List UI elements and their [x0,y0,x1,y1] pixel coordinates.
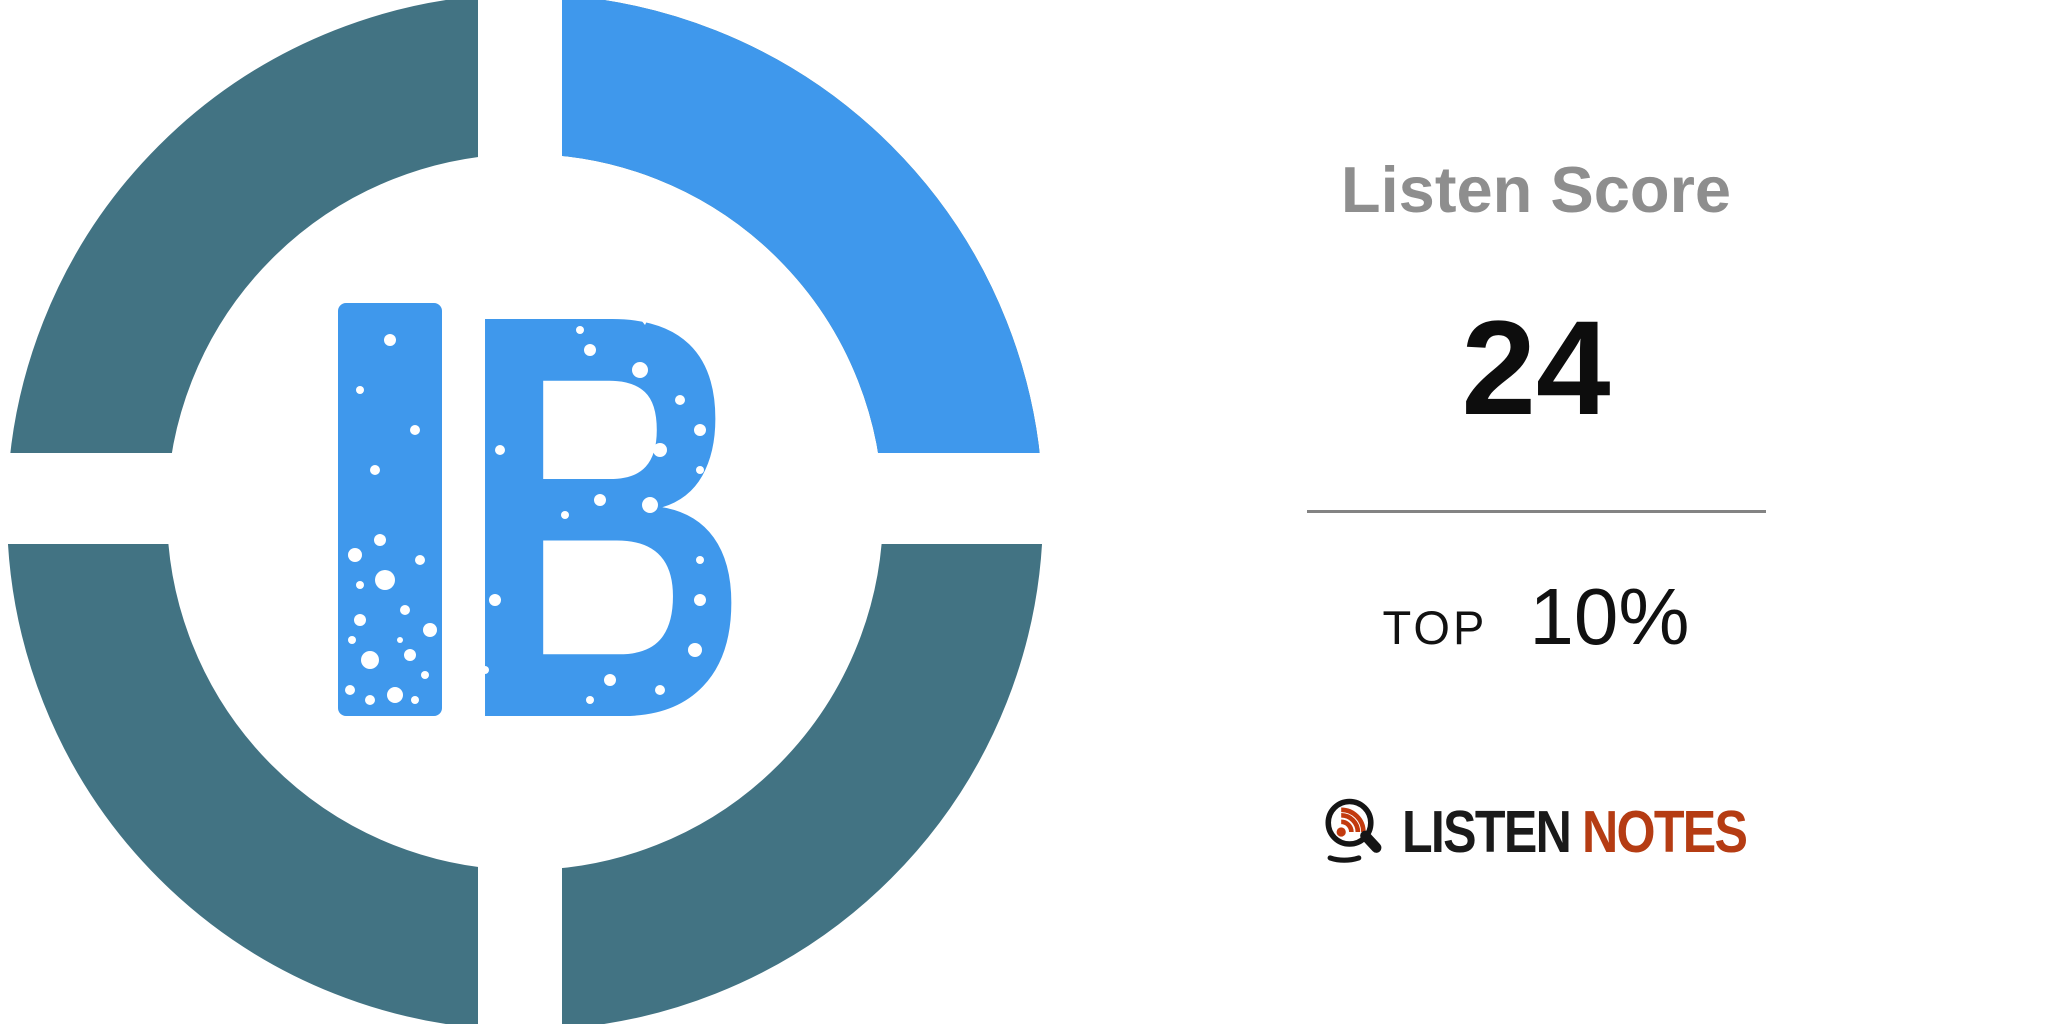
ring-gap-bottom [478,814,562,1024]
score-divider [1307,510,1766,513]
brand-word-notes: NOTES [1582,799,1748,865]
listen-notes-logo[interactable]: LISTEN NOTES [1402,795,1748,869]
brand-word-listen: LISTEN [1402,799,1572,865]
ring-gaps [0,0,1050,1024]
artwork-letter-b: B [458,193,750,838]
magnifier-glyph [1325,798,1382,863]
ring-gap-right [836,453,1050,544]
rank-row: TOP 10% [1024,577,2048,657]
letter-stencil-bar [338,303,442,716]
magnifier-rss-icon[interactable] [1319,795,1393,869]
listen-score-value: 24 [1461,294,1611,443]
rank-top-label: TOP [1382,601,1488,654]
listen-score-title: Listen Score [1340,153,1732,226]
rank-percent-value: 10% [1529,572,1690,661]
artwork-letter-group: B [338,193,750,839]
grunge-speckles [345,295,706,705]
artwork-ring-blue-quadrant [524,0,1043,513]
ring-gap-left [0,453,214,544]
ring-gap-top [478,0,562,210]
rss-icon [1340,807,1366,833]
podcast-artwork: B [0,0,1050,1024]
rss-dot [1336,827,1346,837]
